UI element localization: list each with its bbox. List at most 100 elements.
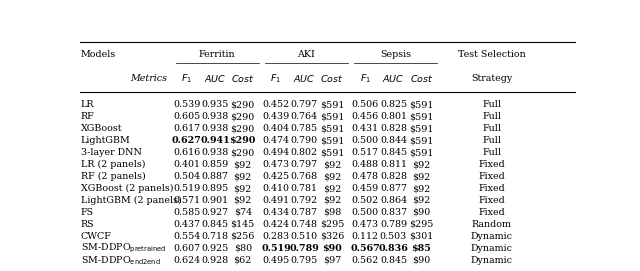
Text: 0.627: 0.627 xyxy=(172,136,202,145)
Text: 0.938: 0.938 xyxy=(202,124,228,133)
Text: 0.797: 0.797 xyxy=(291,160,317,169)
Text: 0.404: 0.404 xyxy=(262,124,289,133)
Text: Fixed: Fixed xyxy=(478,208,505,217)
Text: 0.837: 0.837 xyxy=(380,208,407,217)
Text: Fixed: Fixed xyxy=(478,184,505,193)
Text: 0.488: 0.488 xyxy=(352,160,379,169)
Text: 0.790: 0.790 xyxy=(291,136,317,145)
Text: 0.439: 0.439 xyxy=(262,112,289,121)
Text: 0.517: 0.517 xyxy=(351,148,379,157)
Text: 0.887: 0.887 xyxy=(202,172,228,181)
Text: CWCF: CWCF xyxy=(81,232,112,241)
Text: Full: Full xyxy=(482,124,501,133)
Text: 0.795: 0.795 xyxy=(291,256,318,265)
Text: 0.811: 0.811 xyxy=(380,160,407,169)
Text: $256: $256 xyxy=(230,232,255,241)
Text: $Cost$: $Cost$ xyxy=(320,73,344,84)
Text: 0.425: 0.425 xyxy=(262,172,289,181)
Text: XGBoost: XGBoost xyxy=(81,124,122,133)
Text: XGBoost (2 panels): XGBoost (2 panels) xyxy=(81,184,173,193)
Text: Dynamic: Dynamic xyxy=(470,244,513,253)
Text: $290: $290 xyxy=(230,100,255,109)
Text: 0.500: 0.500 xyxy=(351,208,379,217)
Text: 0.571: 0.571 xyxy=(173,196,200,205)
Text: $92: $92 xyxy=(412,160,430,169)
Text: $591: $591 xyxy=(320,136,344,145)
Text: 0.845: 0.845 xyxy=(380,256,407,265)
Text: $591: $591 xyxy=(320,148,344,157)
Text: $90: $90 xyxy=(322,244,342,253)
Text: 0.567: 0.567 xyxy=(350,244,380,253)
Text: RF (2 panels): RF (2 panels) xyxy=(81,172,146,181)
Text: 0.478: 0.478 xyxy=(352,172,379,181)
Text: 0.474: 0.474 xyxy=(262,136,289,145)
Text: 0.938: 0.938 xyxy=(202,148,228,157)
Text: Dynamic: Dynamic xyxy=(470,232,513,241)
Text: $301: $301 xyxy=(409,232,433,241)
Text: 0.500: 0.500 xyxy=(351,136,379,145)
Text: $290: $290 xyxy=(230,112,255,121)
Text: LightGBM (2 panels): LightGBM (2 panels) xyxy=(81,196,182,205)
Text: Full: Full xyxy=(482,100,501,109)
Text: Full: Full xyxy=(482,112,501,121)
Text: $92: $92 xyxy=(412,172,430,181)
Text: $295: $295 xyxy=(320,220,344,229)
Text: 0.624: 0.624 xyxy=(173,256,200,265)
Text: $F_1$: $F_1$ xyxy=(181,72,192,85)
Text: Test Selection: Test Selection xyxy=(458,50,525,59)
Text: $92: $92 xyxy=(323,172,341,181)
Text: $591: $591 xyxy=(320,100,344,109)
Text: $85: $85 xyxy=(412,244,431,253)
Text: 0.938: 0.938 xyxy=(202,112,228,121)
Text: Dynamic: Dynamic xyxy=(470,256,513,265)
Text: $591: $591 xyxy=(409,100,433,109)
Text: 0.283: 0.283 xyxy=(262,232,289,241)
Text: 0.845: 0.845 xyxy=(202,220,228,229)
Text: $92: $92 xyxy=(412,184,430,193)
Text: 0.789: 0.789 xyxy=(289,244,319,253)
Text: Fixed: Fixed xyxy=(478,160,505,169)
Text: $90: $90 xyxy=(412,208,430,217)
Text: Fixed: Fixed xyxy=(478,196,505,205)
Text: 0.901: 0.901 xyxy=(202,196,228,205)
Text: 0.768: 0.768 xyxy=(291,172,317,181)
Text: FS: FS xyxy=(81,208,94,217)
Text: 0.836: 0.836 xyxy=(378,244,408,253)
Text: 0.617: 0.617 xyxy=(173,124,200,133)
Text: 0.785: 0.785 xyxy=(291,124,317,133)
Text: 0.616: 0.616 xyxy=(173,148,200,157)
Text: $92: $92 xyxy=(234,196,252,205)
Text: $326: $326 xyxy=(320,232,344,241)
Text: $92: $92 xyxy=(234,184,252,193)
Text: $92: $92 xyxy=(323,196,341,205)
Text: 0.503: 0.503 xyxy=(380,232,407,241)
Text: $295: $295 xyxy=(409,220,433,229)
Text: 0.504: 0.504 xyxy=(173,172,200,181)
Text: 0.506: 0.506 xyxy=(351,100,379,109)
Text: 0.748: 0.748 xyxy=(291,220,317,229)
Text: 0.797: 0.797 xyxy=(291,100,317,109)
Text: $F_1$: $F_1$ xyxy=(360,72,371,85)
Text: $591: $591 xyxy=(409,112,433,121)
Text: 0.410: 0.410 xyxy=(262,184,289,193)
Text: $92: $92 xyxy=(412,196,430,205)
Text: $80: $80 xyxy=(234,244,252,253)
Text: $Cost$: $Cost$ xyxy=(231,73,254,84)
Text: 0.519: 0.519 xyxy=(173,184,200,193)
Text: 0.562: 0.562 xyxy=(351,256,379,265)
Text: $62: $62 xyxy=(234,256,252,265)
Text: 0.554: 0.554 xyxy=(173,232,200,241)
Text: 0.941: 0.941 xyxy=(200,136,230,145)
Text: SM-DDPO$_{\rm pretrained}$: SM-DDPO$_{\rm pretrained}$ xyxy=(81,242,166,255)
Text: 0.927: 0.927 xyxy=(202,208,228,217)
Text: $145: $145 xyxy=(230,220,255,229)
Text: 0.431: 0.431 xyxy=(351,124,379,133)
Text: 0.424: 0.424 xyxy=(262,220,289,229)
Text: $290: $290 xyxy=(230,148,255,157)
Text: $74: $74 xyxy=(234,208,252,217)
Text: 3-layer DNN: 3-layer DNN xyxy=(81,148,142,157)
Text: $97: $97 xyxy=(323,256,341,265)
Text: RF: RF xyxy=(81,112,95,121)
Text: $591: $591 xyxy=(409,148,433,157)
Text: LR (2 panels): LR (2 panels) xyxy=(81,160,145,169)
